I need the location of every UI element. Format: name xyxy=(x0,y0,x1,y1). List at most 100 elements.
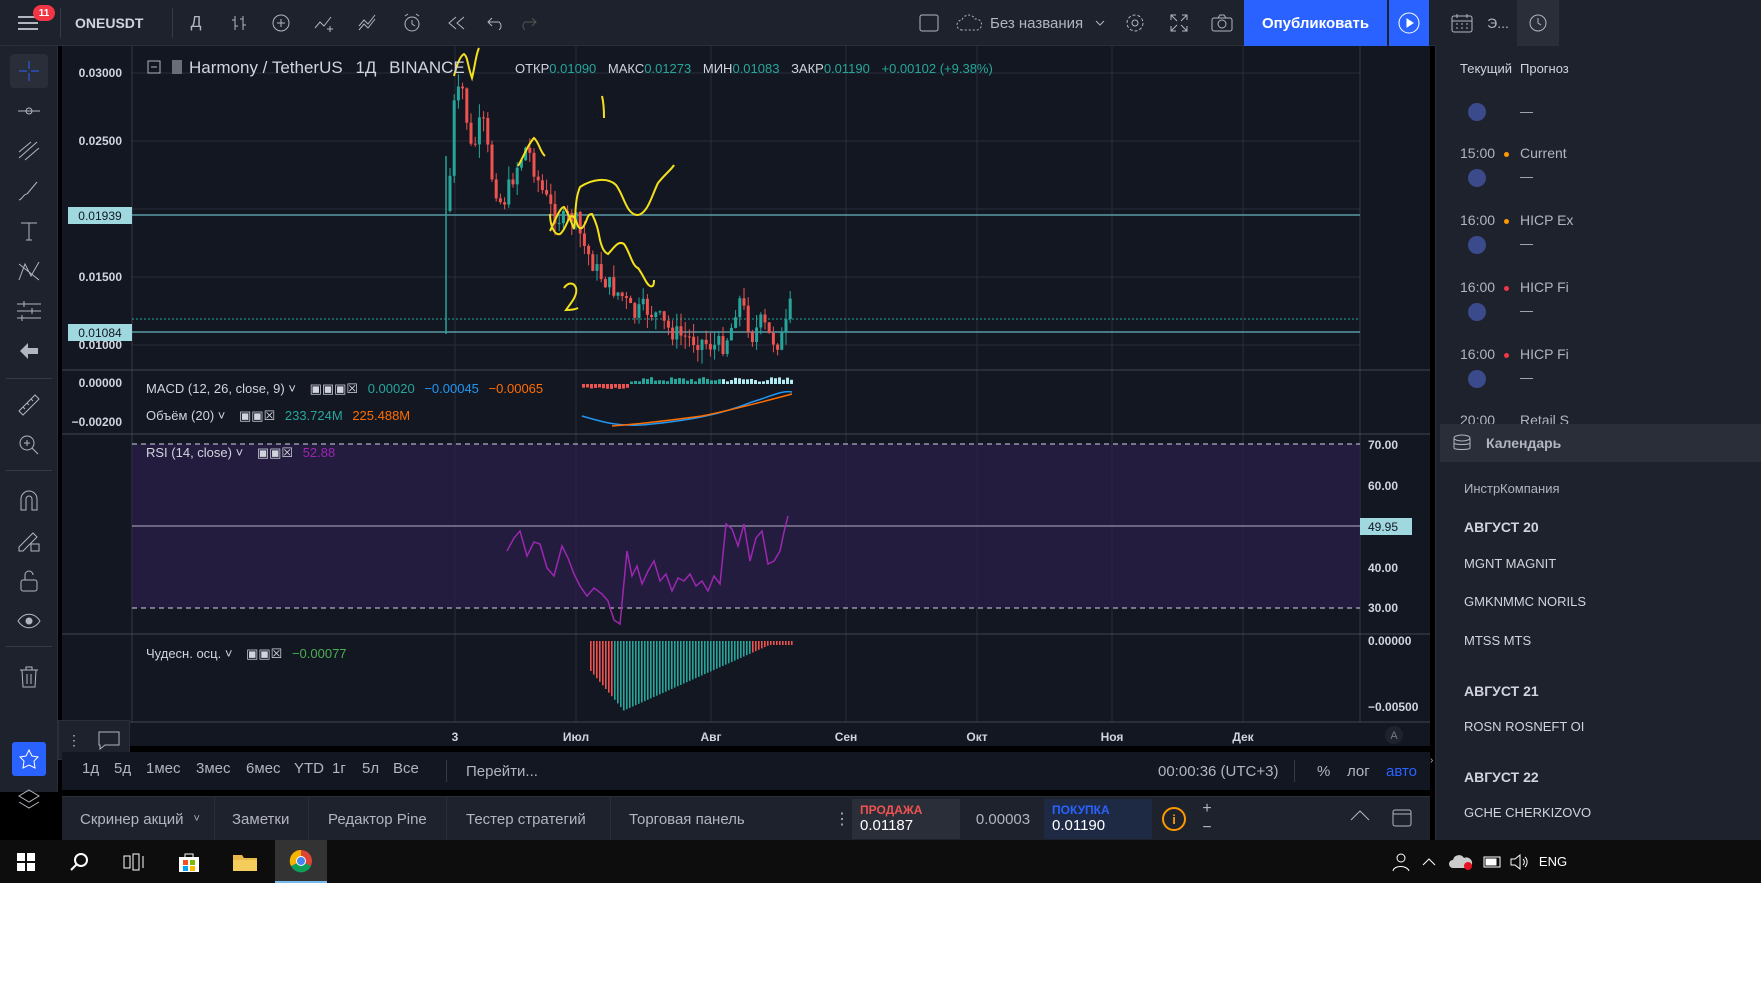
list-item[interactable]: MTSS MTS xyxy=(1464,633,1532,648)
battery-icon[interactable] xyxy=(1480,840,1506,883)
trash-icon[interactable] xyxy=(10,660,48,694)
sell-button[interactable]: ПРОДАЖА 0.01187 xyxy=(852,799,960,839)
lock-drawing-icon[interactable] xyxy=(10,524,48,558)
menu-icon[interactable] xyxy=(8,0,48,46)
range-3m[interactable]: 3мес xyxy=(196,760,231,777)
search-icon[interactable] xyxy=(54,840,106,883)
range-all[interactable]: Все xyxy=(393,760,419,777)
settings-gear-icon[interactable] xyxy=(1118,0,1152,46)
crosshair-icon[interactable] xyxy=(10,54,48,88)
people-icon[interactable] xyxy=(1374,840,1426,883)
magnet-icon[interactable] xyxy=(10,484,48,518)
list-item[interactable]: ROSN ROSNEFT OI xyxy=(1464,719,1585,734)
trend-line-icon[interactable] xyxy=(10,94,48,128)
eye-icon[interactable] xyxy=(10,604,48,638)
range-5y[interactable]: 5л xyxy=(362,760,380,777)
templates-icon[interactable] xyxy=(352,0,386,46)
event-row[interactable]: 16:00 HICP Ex — xyxy=(1460,212,1760,262)
folder-icon[interactable] xyxy=(219,840,271,883)
range-5d[interactable]: 5д xyxy=(114,760,132,777)
text-tool-icon[interactable] xyxy=(10,214,48,248)
right-tab[interactable]: Э... xyxy=(1487,15,1509,31)
replay-icon[interactable] xyxy=(440,0,474,46)
language-indicator[interactable]: ENG xyxy=(1538,854,1568,869)
range-1m[interactable]: 1мес xyxy=(146,760,181,777)
chart-canvas[interactable]: 0.03000 0.02500 0.01500 0.01000 0.01939 … xyxy=(62,46,1430,746)
publish-button[interactable]: Опубликовать xyxy=(1244,0,1387,46)
percent-toggle[interactable]: % xyxy=(1317,763,1331,780)
volume-icon[interactable] xyxy=(1506,840,1534,883)
legend-title[interactable]: Harmony / TetherUS xyxy=(189,58,343,77)
event-row[interactable]: 15:00 Current — xyxy=(1460,145,1760,195)
chevron-up-icon[interactable] xyxy=(1350,809,1370,824)
ruler-icon[interactable] xyxy=(10,388,48,422)
range-6m[interactable]: 6мес xyxy=(246,760,281,777)
windows-start-icon[interactable] xyxy=(0,840,52,883)
camera-icon[interactable] xyxy=(1205,0,1239,46)
chart-pane[interactable]: 0.03000 0.02500 0.01500 0.01000 0.01939 … xyxy=(58,46,1430,760)
compare-icon[interactable] xyxy=(264,0,298,46)
redo-icon[interactable] xyxy=(512,0,544,46)
quantity-stepper[interactable]: + − xyxy=(1202,800,1212,836)
volume-label[interactable]: Объём (20) xyxy=(146,408,214,423)
goto-button[interactable]: Перейти... xyxy=(466,763,538,780)
auto-scale-button[interactable] xyxy=(1385,726,1403,744)
history-icon[interactable] xyxy=(1517,0,1559,46)
store-icon[interactable] xyxy=(163,840,215,883)
event-row-partial[interactable]: 20:00 Retail S xyxy=(1460,412,1760,424)
log-toggle[interactable]: лог xyxy=(1347,763,1370,780)
brush-icon[interactable] xyxy=(10,174,48,208)
indicators-icon[interactable] xyxy=(308,0,342,46)
prediction-icon[interactable] xyxy=(10,294,48,328)
calendar-icon[interactable] xyxy=(1445,0,1479,46)
undo-icon[interactable] xyxy=(480,0,512,46)
list-item[interactable]: MGNT MAGNIT xyxy=(1464,556,1557,571)
back-arrow-icon[interactable] xyxy=(10,334,48,368)
rsi-label[interactable]: RSI (14, close) xyxy=(146,445,232,460)
event-row[interactable]: — xyxy=(1460,86,1760,122)
event-row[interactable]: 16:00 HICP Fi — xyxy=(1460,279,1760,329)
range-1d[interactable]: 1д xyxy=(82,760,100,777)
list-item[interactable]: GMKNMMC NORILS xyxy=(1464,594,1587,609)
tab-notes[interactable]: Заметки xyxy=(232,810,290,828)
maximize-panel-icon[interactable] xyxy=(1392,809,1412,830)
chrome-icon[interactable] xyxy=(275,840,327,883)
clock[interactable]: 00:00:36 (UTC+3) xyxy=(1158,763,1279,780)
layout-name-button[interactable]: Без названия xyxy=(956,0,1116,46)
pattern-icon[interactable] xyxy=(10,254,48,288)
fullscreen-icon[interactable] xyxy=(1162,0,1196,46)
play-icon[interactable] xyxy=(1389,0,1429,46)
symbol-search-button[interactable]: ONEUSDT xyxy=(75,15,144,31)
tab-strategy-tester[interactable]: Тестер стратегий xyxy=(466,810,586,828)
tab-trading-panel[interactable]: Торговая панель xyxy=(629,810,745,828)
fib-icon[interactable] xyxy=(10,134,48,168)
event-row[interactable]: 16:00 HICP Fi — xyxy=(1460,346,1760,396)
comment-icon[interactable] xyxy=(97,730,121,750)
calendar-header[interactable]: Календарь xyxy=(1440,424,1761,462)
collapse-right-panel-icon[interactable]: › xyxy=(1430,754,1434,766)
info-icon[interactable]: i xyxy=(1162,807,1186,831)
range-1y[interactable]: 1г xyxy=(332,760,346,777)
onedrive-icon[interactable] xyxy=(1444,840,1478,883)
tab-pine-editor[interactable]: Редактор Pine xyxy=(328,810,427,828)
range-ytd[interactable]: YTD xyxy=(294,760,324,777)
lock-icon[interactable] xyxy=(10,564,48,598)
layout-icon[interactable] xyxy=(912,0,946,46)
bar-style-icon[interactable] xyxy=(222,0,256,46)
ao-label[interactable]: Чудесн. осц. xyxy=(146,646,221,661)
interval-button[interactable]: Д xyxy=(190,14,202,31)
auto-toggle[interactable]: авто xyxy=(1386,763,1418,780)
zoom-in-icon[interactable] xyxy=(10,428,48,462)
drag-handle-icon[interactable]: ⋮ xyxy=(834,811,850,828)
layers-icon[interactable] xyxy=(10,782,48,816)
alert-icon[interactable] xyxy=(396,0,430,46)
tab-screener[interactable]: Скринер акций ˅ xyxy=(80,797,200,841)
task-view-icon[interactable] xyxy=(108,840,160,883)
macd-label[interactable]: MACD (12, 26, close, 9) xyxy=(146,381,285,396)
list-item[interactable]: GCHE CHERKIZOVO xyxy=(1464,805,1592,820)
buy-button[interactable]: ПОКУПКА 0.01190 xyxy=(1044,799,1152,839)
drag-handle-icon[interactable]: ⋮ xyxy=(67,731,81,748)
chevron-up-icon[interactable] xyxy=(1418,840,1440,883)
favorites-star-icon[interactable] xyxy=(12,742,46,776)
collapse-icon[interactable] xyxy=(147,60,161,74)
